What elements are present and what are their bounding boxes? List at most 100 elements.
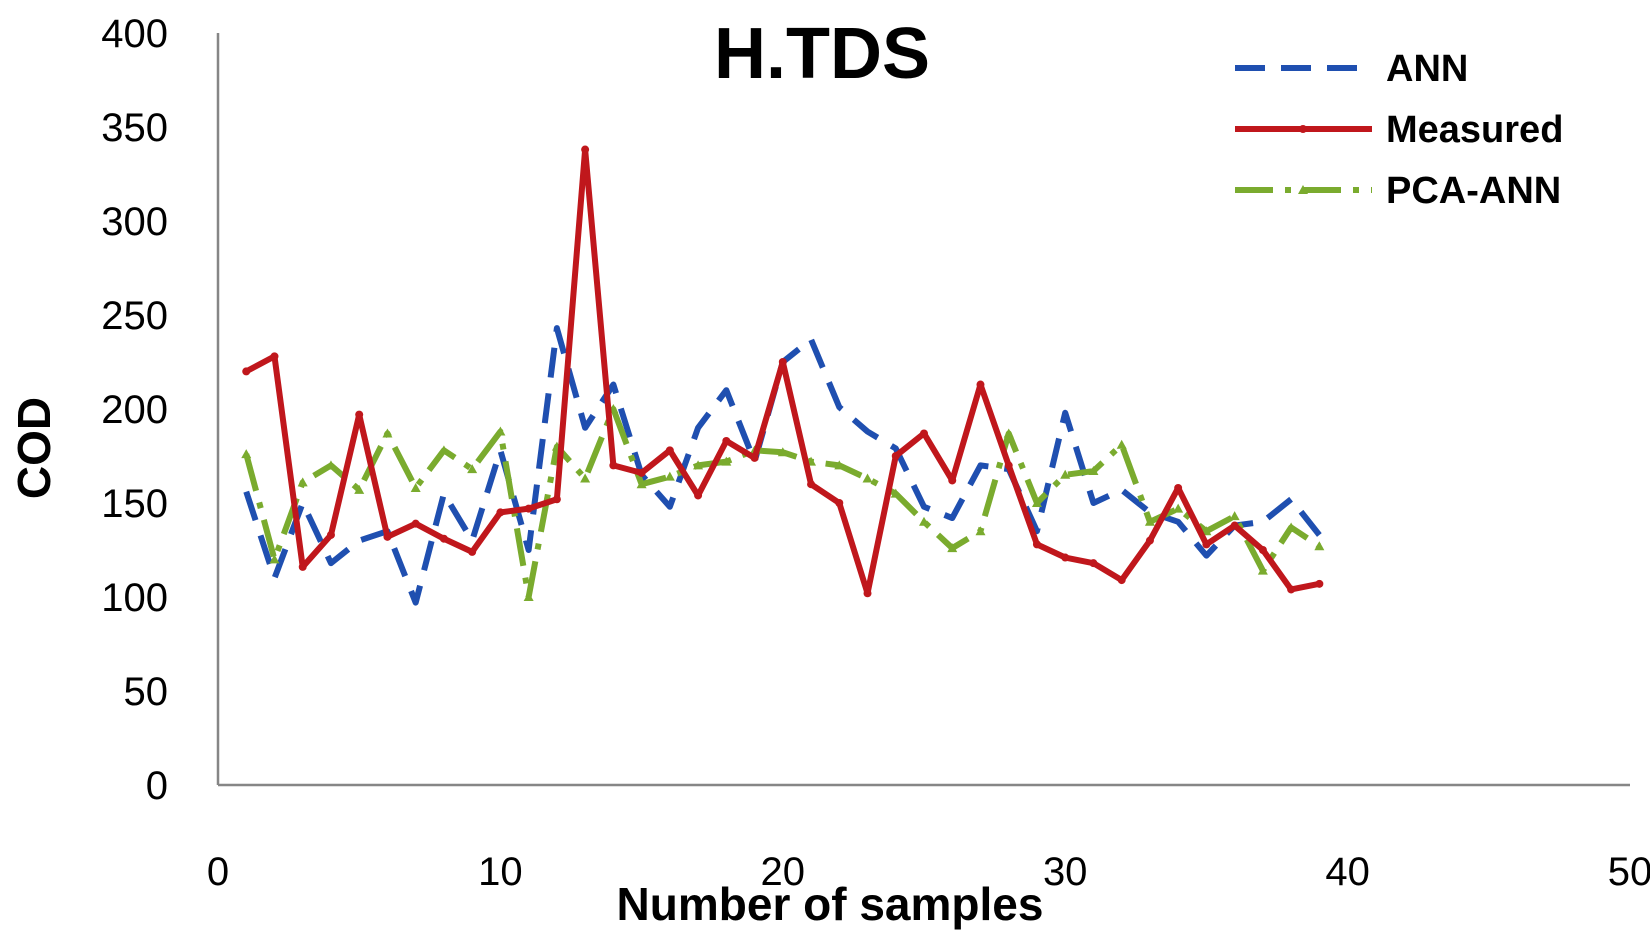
data-point [269, 554, 280, 564]
legend: ANN Measured PCA-ANN [1235, 48, 1563, 212]
data-point [1117, 576, 1126, 585]
data-point [778, 358, 787, 366]
data-point [580, 473, 591, 483]
data-point [382, 428, 393, 438]
data-point [636, 479, 647, 489]
x-tick-label: 50 [1608, 850, 1650, 894]
legend-item: PCA-ANN [1235, 170, 1561, 212]
data-point [891, 452, 900, 460]
data-point [1060, 469, 1071, 479]
data-point [1088, 466, 1099, 476]
y-tick-labels: 0 50 100 150 200 250 300 350 400 [101, 12, 168, 808]
data-point [297, 477, 308, 487]
data-point [807, 480, 816, 489]
data-point [890, 488, 901, 498]
y-axis-title: COD [8, 397, 60, 499]
data-point [919, 516, 929, 526]
data-point [1116, 439, 1127, 449]
data-point [947, 543, 958, 553]
data-point [1144, 516, 1155, 526]
data-point [1258, 546, 1267, 554]
data-point [920, 429, 928, 438]
data-point [496, 508, 505, 517]
data-point [863, 589, 872, 598]
data-point [665, 446, 674, 455]
data-point [1287, 585, 1296, 594]
y-tick-label: 50 [124, 670, 169, 714]
x-axis-title: Number of samples [617, 878, 1044, 930]
data-point [298, 562, 307, 571]
series-layer [241, 145, 1325, 606]
data-point [439, 534, 448, 543]
data-point [1145, 536, 1154, 545]
data-point [1315, 579, 1324, 588]
data-point [1089, 559, 1098, 568]
series-pca-ann [241, 404, 1325, 601]
y-tick-label: 350 [101, 106, 168, 150]
legend-marker [1298, 185, 1308, 194]
data-point [495, 426, 506, 436]
legend-item: ANN [1235, 48, 1468, 90]
data-point [411, 519, 420, 528]
data-point [835, 499, 844, 507]
data-point [948, 476, 957, 485]
data-point [354, 484, 365, 494]
data-point [1032, 540, 1041, 549]
data-point [1230, 521, 1239, 530]
chart-title: H.TDS [714, 14, 930, 94]
y-tick-label: 150 [101, 482, 168, 526]
data-point [1003, 428, 1014, 438]
data-point [1286, 522, 1297, 532]
x-tick-labels: 0 10 20 30 40 50 [207, 850, 1650, 894]
legend-item: Measured [1235, 109, 1563, 151]
data-point [242, 367, 251, 376]
data-point [1173, 503, 1184, 513]
y-tick-label: 100 [101, 576, 168, 620]
x-tick-label: 30 [1043, 850, 1088, 894]
y-tick-label: 400 [101, 12, 168, 56]
data-point [637, 468, 646, 477]
data-point [862, 473, 873, 483]
y-tick-label: 250 [101, 294, 168, 338]
legend-marker [1299, 125, 1307, 133]
series-line [243, 406, 1322, 600]
data-point [467, 464, 478, 474]
data-point [975, 526, 986, 536]
data-point [355, 410, 364, 419]
data-point [524, 504, 533, 513]
data-point [270, 352, 279, 361]
data-point [609, 461, 618, 470]
x-tick-label: 0 [207, 850, 229, 894]
data-point [976, 380, 985, 389]
data-point [664, 471, 675, 481]
data-point [241, 449, 252, 459]
data-point [410, 482, 421, 492]
data-point [383, 532, 392, 541]
data-point [1202, 540, 1211, 549]
data-point [326, 530, 335, 539]
data-point [1229, 511, 1240, 521]
data-point [581, 145, 590, 154]
legend-label: ANN [1386, 48, 1468, 90]
data-point [438, 445, 449, 455]
data-point [1004, 461, 1013, 470]
y-tick-label: 300 [101, 200, 168, 244]
data-point [1174, 483, 1183, 492]
data-point [1314, 541, 1325, 551]
x-tick-label: 10 [478, 850, 523, 894]
data-point [693, 460, 704, 470]
x-tick-label: 20 [761, 850, 806, 894]
data-point [552, 495, 561, 504]
data-point [777, 447, 788, 457]
series-measured [242, 145, 1324, 598]
data-point [1061, 553, 1070, 562]
data-point [834, 460, 845, 470]
data-point [721, 456, 732, 466]
data-point [523, 592, 534, 601]
series-line [244, 146, 1320, 597]
data-point [325, 460, 336, 470]
data-point [694, 491, 703, 500]
data-point [1257, 565, 1268, 575]
